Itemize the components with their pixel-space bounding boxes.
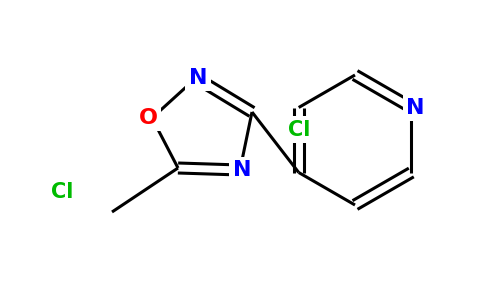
Text: Cl: Cl [51, 182, 73, 202]
Text: O: O [138, 108, 157, 128]
Text: N: N [189, 68, 207, 88]
Text: Cl: Cl [287, 119, 310, 140]
Text: N: N [233, 160, 251, 180]
Text: N: N [406, 98, 424, 118]
